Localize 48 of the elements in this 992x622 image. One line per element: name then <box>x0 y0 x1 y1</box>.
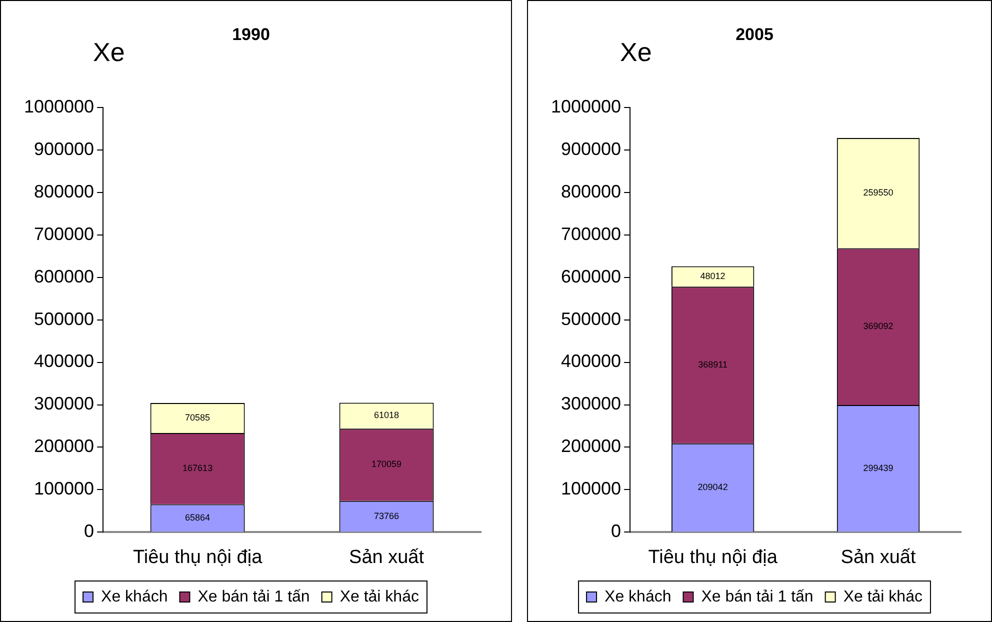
legend-label: Xe bán tải 1 tấn <box>198 588 310 606</box>
y-tick-label: 400000 <box>560 351 622 372</box>
y-tick-label: 300000 <box>34 394 94 414</box>
data-label: 167613 <box>182 463 213 474</box>
y-tick-label: 800000 <box>34 181 94 202</box>
data-label: 368911 <box>698 360 728 370</box>
data-label: 170059 <box>371 459 402 470</box>
data-label: 65864 <box>185 512 210 522</box>
y-tick-label: 300000 <box>560 394 622 414</box>
y-tick-label: 1000000 <box>24 96 94 116</box>
chart-title: 2005 <box>736 24 774 44</box>
y-tick-label: 0 <box>84 521 94 542</box>
y-tick-label: 700000 <box>560 224 622 244</box>
data-label: 73766 <box>374 510 400 521</box>
y-tick-label: 100000 <box>34 478 94 499</box>
y-tick-label: 500000 <box>560 308 622 329</box>
y-tick-label: 200000 <box>34 436 94 456</box>
x-tick-label: Tiêu thụ nội địa <box>648 546 778 568</box>
y-axis-title: Xe <box>620 37 652 68</box>
y-tick-label: 500000 <box>34 308 94 329</box>
y-tick-label: 900000 <box>560 138 622 159</box>
legend-label: Xe tải khác <box>843 588 922 606</box>
y-tick-label: 1000000 <box>550 96 622 116</box>
x-tick-label: Sản xuất <box>349 546 425 568</box>
y-tick-label: 100000 <box>560 478 622 499</box>
y-tick-label: 400000 <box>34 351 94 372</box>
legend-label: Xe bán tải 1 tấn <box>701 588 814 606</box>
y-tick-label: 700000 <box>34 224 94 244</box>
y-tick-label: 0 <box>611 521 622 542</box>
x-tick-label: Sản xuất <box>840 546 916 568</box>
data-label: 299439 <box>863 462 894 473</box>
y-axis-title: Xe <box>93 37 125 68</box>
legend-label: Xe khách <box>101 588 168 606</box>
chart-title: 1990 <box>232 24 270 44</box>
data-label: 209042 <box>698 482 728 492</box>
y-tick-label: 900000 <box>34 138 94 159</box>
y-tick-label: 800000 <box>560 181 622 202</box>
data-label: 48012 <box>700 270 726 281</box>
x-tick-label: Tiêu thụ nội địa <box>132 546 263 568</box>
legend-label: Xe tải khác <box>340 588 419 606</box>
data-label: 259550 <box>863 188 894 198</box>
y-tick-label: 600000 <box>560 266 622 286</box>
legend-label: Xe khách <box>604 588 672 606</box>
data-label: 70585 <box>185 412 210 423</box>
data-label: 61018 <box>374 410 400 420</box>
data-label: 369092 <box>863 321 894 332</box>
y-tick-label: 200000 <box>560 436 622 456</box>
y-tick-label: 600000 <box>34 266 94 286</box>
